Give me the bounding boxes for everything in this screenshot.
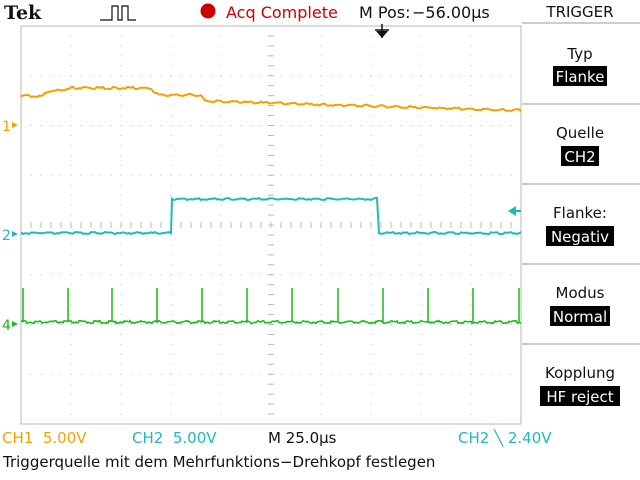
menu-value-box bbox=[553, 66, 607, 86]
menu-value-box bbox=[550, 306, 610, 326]
menu-item-value: Normal bbox=[553, 308, 607, 326]
trigger-readout: CH2 ╲ 2.40V bbox=[458, 429, 552, 447]
pulse-waveform-icon bbox=[100, 5, 136, 21]
ch1-ground-marker[interactable]: 1 bbox=[2, 119, 18, 135]
timebase-readout: M 25.0µs bbox=[268, 429, 337, 447]
ch4-ground-marker[interactable]: 4 bbox=[2, 318, 18, 334]
menu-item-value: HF reject bbox=[546, 388, 613, 406]
menu-value-box bbox=[561, 146, 599, 166]
menu-item-label: Kopplung bbox=[545, 364, 615, 382]
trigger-level-arrow-icon[interactable] bbox=[508, 206, 516, 216]
graticule-grid bbox=[20, 25, 522, 425]
trigger-side-menu: TRIGGER Typ Flanke Quelle CH2 Flanke: Ne… bbox=[522, 3, 640, 406]
brand-logo: Tek bbox=[4, 2, 42, 24]
menu-item-label: Modus bbox=[556, 284, 605, 302]
menu-title: TRIGGER bbox=[545, 3, 613, 21]
ch2-waveform bbox=[20, 196, 522, 236]
svg-text:2: 2 bbox=[2, 228, 11, 244]
menu-item-value: Flanke bbox=[556, 68, 605, 86]
trigger-position-arrow-icon bbox=[375, 24, 389, 38]
acq-record-dot-icon bbox=[200, 3, 216, 19]
menu-item-label: Typ bbox=[566, 45, 592, 63]
menu-item-typ[interactable]: Typ Flanke bbox=[553, 45, 607, 86]
ch4-waveform bbox=[20, 288, 522, 325]
ch2-ground-marker[interactable]: 2 bbox=[2, 228, 18, 244]
ch2-scale-readout: CH2 5.00V bbox=[132, 429, 217, 447]
acq-status: Acq Complete bbox=[226, 3, 338, 22]
menu-value-box bbox=[540, 386, 620, 406]
menu-item-modus[interactable]: Modus Normal bbox=[550, 284, 610, 326]
menu-item-quelle[interactable]: Quelle CH2 bbox=[556, 124, 604, 166]
menu-item-kopplung[interactable]: Kopplung HF reject bbox=[540, 364, 620, 406]
ch1-waveform bbox=[20, 85, 522, 113]
menu-value-box bbox=[546, 226, 614, 246]
svg-text:4: 4 bbox=[2, 318, 11, 334]
menu-item-label: Flanke: bbox=[553, 204, 607, 222]
menu-item-label: Quelle bbox=[556, 124, 604, 142]
ch1-scale-readout: CH1 5.00V bbox=[2, 429, 87, 447]
mpos-value: −56.00µs bbox=[412, 3, 490, 22]
status-line: Triggerquelle mit dem Mehrfunktions−Dreh… bbox=[2, 453, 435, 471]
svg-text:1: 1 bbox=[2, 119, 11, 135]
menu-item-value: Negativ bbox=[551, 228, 609, 246]
mpos-label: M Pos: bbox=[359, 3, 410, 22]
menu-item-value: CH2 bbox=[564, 148, 595, 166]
menu-item-flanke[interactable]: Flanke: Negativ bbox=[546, 204, 614, 246]
